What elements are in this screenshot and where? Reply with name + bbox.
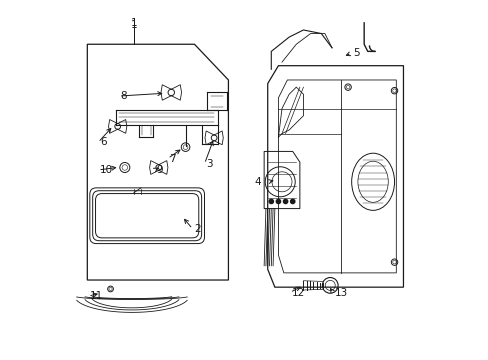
Text: 11: 11 [90,291,103,301]
Text: 10: 10 [100,165,113,175]
Circle shape [276,199,280,203]
Circle shape [268,199,273,203]
Text: 7: 7 [169,154,176,163]
Text: 4: 4 [254,177,261,187]
Text: 8: 8 [121,91,127,101]
Text: 1: 1 [130,18,137,28]
Text: 5: 5 [353,48,359,58]
Text: 6: 6 [100,138,106,148]
Text: 9: 9 [156,165,163,175]
Text: 2: 2 [194,224,201,234]
Text: 13: 13 [334,288,347,297]
Circle shape [283,199,287,203]
Text: 12: 12 [291,288,305,297]
Text: 1: 1 [130,19,137,30]
Text: 3: 3 [206,159,212,169]
Circle shape [290,199,294,203]
